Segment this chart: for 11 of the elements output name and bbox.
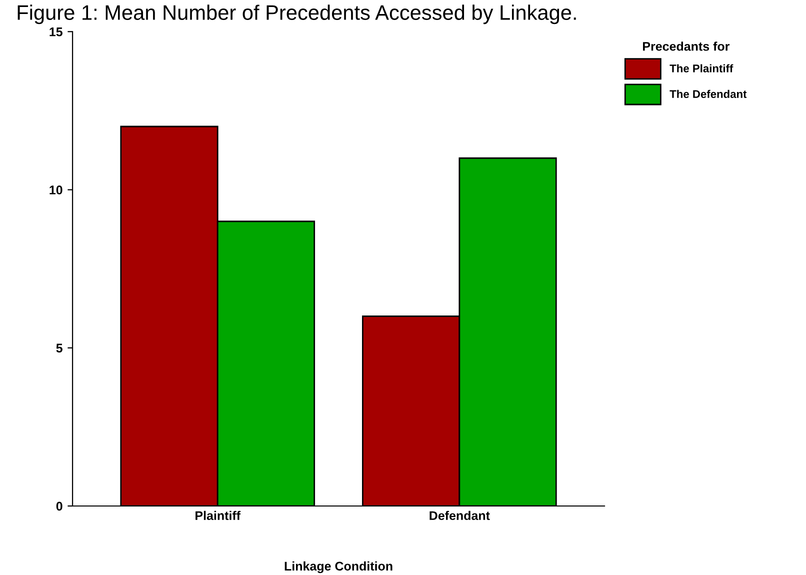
x-tick-label: Plaintiff xyxy=(196,510,241,520)
legend-label: The Defendant xyxy=(670,90,747,98)
legend-title: Precedants for xyxy=(643,42,730,51)
y-tick-label: 10 xyxy=(50,186,62,194)
x-axis-title: Linkage Condition xyxy=(284,561,392,574)
chart-title: Figure 1: Mean Number of Precedents Accessed by Linkage. xyxy=(18,4,576,24)
x-tick-label: Defendant xyxy=(430,510,490,520)
y-tick-label: 15 xyxy=(50,28,62,36)
y-tick-label: 0 xyxy=(56,502,62,511)
legend-label: The Plaintiff xyxy=(670,64,734,72)
y-tick-label: 5 xyxy=(56,344,62,353)
